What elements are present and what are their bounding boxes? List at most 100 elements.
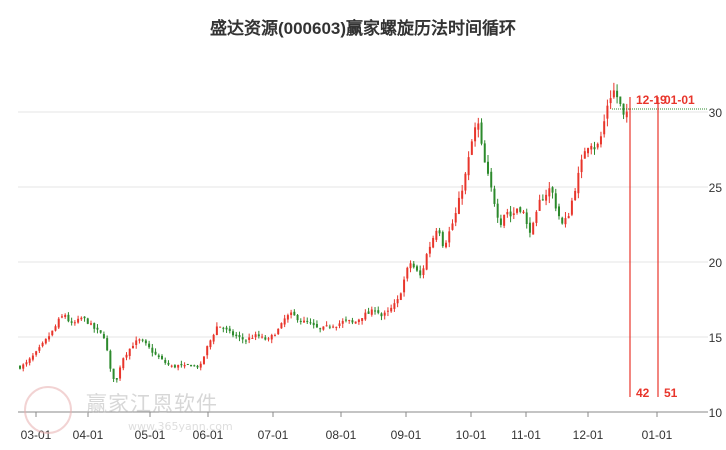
candle-body (419, 270, 422, 276)
candle-body (244, 340, 247, 342)
candle-body (548, 188, 551, 197)
candle-body (183, 364, 186, 367)
candle-body (241, 337, 244, 340)
candle-body (154, 351, 157, 355)
candle-body (219, 326, 222, 328)
candle-body (309, 322, 312, 324)
candle-body (438, 230, 441, 234)
candle-body (41, 342, 44, 347)
candle-body (206, 346, 209, 356)
candle-body (215, 326, 218, 335)
candle-body (64, 314, 67, 317)
candle-body (445, 242, 448, 248)
candle-body (570, 200, 573, 215)
candle-body (467, 157, 470, 176)
candle-body (90, 323, 93, 325)
candle-body (83, 316, 86, 319)
candle-body (457, 197, 460, 214)
candle-body (261, 336, 264, 338)
candle-body (503, 214, 506, 226)
candle-body (587, 148, 590, 154)
candle-body (557, 206, 560, 217)
candle-body (448, 231, 451, 243)
candle-body (238, 335, 241, 338)
candle-body (341, 320, 344, 324)
x-tick-label: 09-01 (391, 428, 422, 442)
candle-body (338, 323, 341, 327)
candle-body (619, 96, 622, 104)
x-tick-label: 01-01 (642, 428, 673, 442)
candle-body (77, 318, 80, 323)
candle-body (622, 103, 625, 115)
y-tick-label: 10 (709, 406, 723, 420)
candle-body (496, 203, 499, 218)
candle-body (293, 311, 296, 316)
candle-body (377, 310, 380, 313)
x-tick-label: 07-01 (258, 428, 289, 442)
candle-body (144, 340, 147, 344)
candle-body (351, 320, 354, 323)
candle-body (512, 213, 515, 215)
candle-body (409, 263, 412, 269)
candle-body (441, 232, 444, 247)
candle-body (28, 358, 31, 363)
candle-body (190, 364, 193, 367)
candle-body (222, 327, 225, 329)
candle-body (164, 359, 167, 363)
x-tick-label: 04-01 (73, 428, 104, 442)
candle-body (122, 358, 125, 369)
candle-body (412, 263, 415, 268)
candle-body (483, 143, 486, 163)
candles (18, 82, 632, 383)
candle-body (264, 337, 267, 340)
candle-body (125, 354, 128, 358)
candle-body (283, 318, 286, 325)
candle-body (299, 320, 302, 322)
candle-body (415, 266, 418, 271)
candle-body (22, 364, 25, 369)
candle-body (193, 365, 196, 367)
candle-body (525, 212, 528, 224)
candle-body (280, 323, 283, 329)
candle-body (119, 367, 122, 379)
candle-body (141, 339, 144, 341)
candle-body (545, 194, 548, 201)
candle-body (254, 334, 257, 338)
candle-body (406, 267, 409, 279)
candle-body (232, 331, 235, 336)
candle-body (393, 303, 396, 309)
x-tick-label: 11-01 (511, 428, 541, 442)
candle-body (54, 326, 57, 331)
y-tick-label: 25 (709, 181, 723, 195)
candle-body (157, 355, 160, 358)
candle-body (386, 310, 389, 312)
candle-body (541, 199, 544, 201)
y-tick-label: 15 (709, 331, 723, 345)
candle-body (357, 319, 360, 323)
candle-body (128, 348, 131, 356)
candle-body (361, 318, 364, 321)
candle-body (577, 172, 580, 194)
candle-body (574, 190, 577, 201)
candle-body (516, 208, 519, 213)
candle-body (257, 334, 260, 337)
candle-body (370, 309, 373, 315)
watermark: 赢家江恩软件 www.365yann.com (24, 384, 244, 440)
candle-body (167, 362, 170, 365)
candle-body (322, 326, 325, 330)
candle-body (583, 151, 586, 159)
candle-body (332, 326, 335, 328)
candle-body (25, 362, 28, 365)
candle-body (212, 334, 215, 342)
candle-body (390, 307, 393, 312)
candle-body (564, 218, 567, 225)
candle-body (477, 123, 480, 130)
candle-body (567, 216, 570, 219)
candle-body (270, 335, 273, 340)
candle-body (202, 356, 205, 364)
candle-body (590, 145, 593, 150)
candle-body (99, 330, 102, 333)
candle-body (609, 98, 612, 104)
candle-body (248, 337, 251, 340)
candle-body (335, 326, 338, 328)
